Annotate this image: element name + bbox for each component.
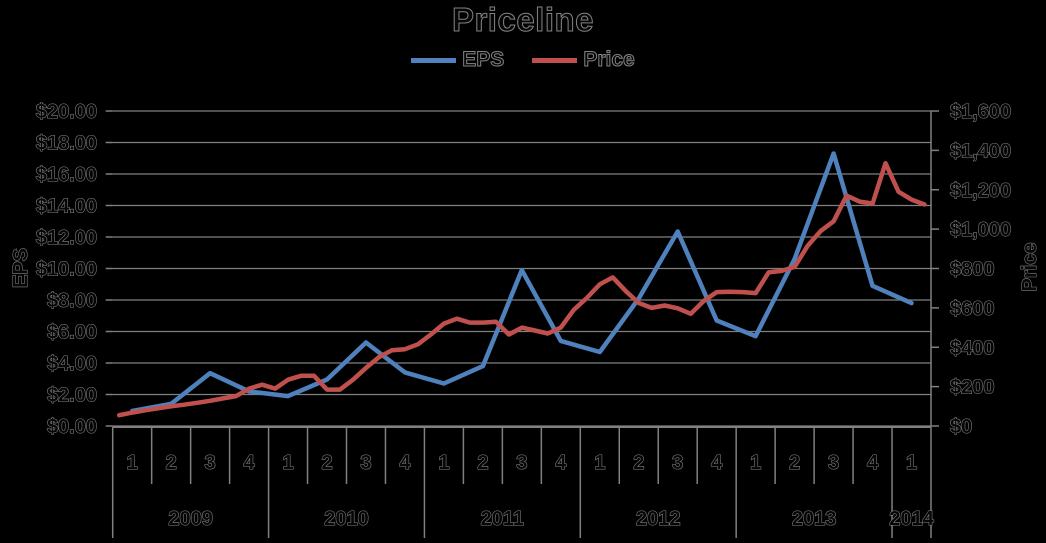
left-axis-title: EPS [10, 248, 32, 288]
left-axis-tick-label: $12.00 [36, 227, 97, 249]
right-axis-tick-label: $600 [950, 298, 995, 320]
right-axis-tick-label: $1,200 [950, 180, 1011, 202]
price-line-swatch [532, 57, 578, 63]
right-axis-tick-labels: $1,600 $1,400 $1,200 $1,000 $800 $600 $400 $200… [931, 100, 1012, 439]
left-axis-tick-label: $8.00 [47, 290, 97, 312]
eps-line-swatch [411, 57, 457, 63]
year-label: 2010 [324, 508, 369, 530]
year-labels: 2009 2010 2011 2012 2013 2014 [168, 507, 935, 530]
quarter-label: 3 [360, 452, 371, 474]
right-axis-tick-label: $800 [950, 259, 995, 281]
left-axis-tick-label: $0.00 [47, 416, 97, 438]
right-axis-tick-label: $200 [950, 377, 995, 399]
quarter-label: 1 [438, 452, 449, 474]
left-axis-tick-label: $10.00 [36, 259, 97, 281]
year-label: 2012 [636, 508, 681, 530]
year-label: 2013 [792, 508, 837, 530]
quarter-label: 4 [399, 452, 411, 474]
quarter-label: 2 [321, 452, 332, 474]
quarter-label: 4 [867, 452, 879, 474]
left-axis-tick-label: $2.00 [47, 385, 97, 407]
quarter-label: 1 [594, 452, 605, 474]
right-axis-tick-label: $400 [950, 337, 995, 359]
left-axis-tick-label: $6.00 [47, 322, 97, 344]
quarter-label: 1 [750, 452, 761, 474]
quarter-label: 4 [244, 452, 256, 474]
quarter-label: 1 [127, 452, 138, 474]
price-line-series [116, 160, 927, 418]
legend: EPS Price [0, 48, 1046, 71]
legend-item-eps: EPS [411, 48, 505, 71]
right-axis-tick-label: $1,400 [950, 140, 1011, 162]
right-axis-tick-label: $0 [950, 416, 972, 438]
x-axis [111, 111, 932, 538]
left-axis-tick-label: $20.00 [36, 101, 97, 123]
left-axis-tick-label: $4.00 [47, 353, 97, 375]
quarter-label: 3 [672, 452, 683, 474]
quarter-label: 3 [516, 452, 527, 474]
right-axis-title: Price [1019, 243, 1041, 292]
year-label: 2009 [168, 508, 213, 530]
quarter-label: 2 [477, 452, 488, 474]
quarter-label: 2 [166, 452, 177, 474]
right-axis-tick-label: $1,600 [950, 101, 1011, 123]
quarter-label: 2 [633, 452, 644, 474]
year-label: 2014 [889, 508, 934, 530]
quarter-labels: 1 2 3 4 1 2 3 4 1 2 3 4 1 2 3 4 1 2 3 4 1 [126, 451, 918, 474]
quarter-label: 3 [205, 452, 216, 474]
left-axis-tick-labels: $20.00 $18.00 $16.00 $14.00 $12.00 $10.00 $8.0… [35, 100, 97, 438]
left-axis-tick-label: $18.00 [36, 133, 97, 155]
quarter-label: 1 [282, 452, 293, 474]
quarter-label: 1 [906, 452, 917, 474]
quarter-label: 4 [711, 452, 723, 474]
gridlines [105, 110, 931, 427]
quarter-label: 2 [789, 452, 800, 474]
right-axis-tick-label: $1,000 [950, 219, 1011, 241]
left-axis-tick-label: $14.00 [36, 196, 97, 218]
left-axis-tick-label: $16.00 [36, 164, 97, 186]
year-label: 2011 [481, 508, 524, 530]
chart-title: Priceline [451, 1, 595, 39]
legend-label-price: Price [583, 48, 635, 71]
quarter-label: 3 [828, 452, 839, 474]
eps-line-series [129, 151, 914, 414]
legend-label-eps: EPS [462, 48, 505, 71]
quarter-label: 4 [555, 452, 567, 474]
legend-item-price: Price [532, 48, 635, 71]
